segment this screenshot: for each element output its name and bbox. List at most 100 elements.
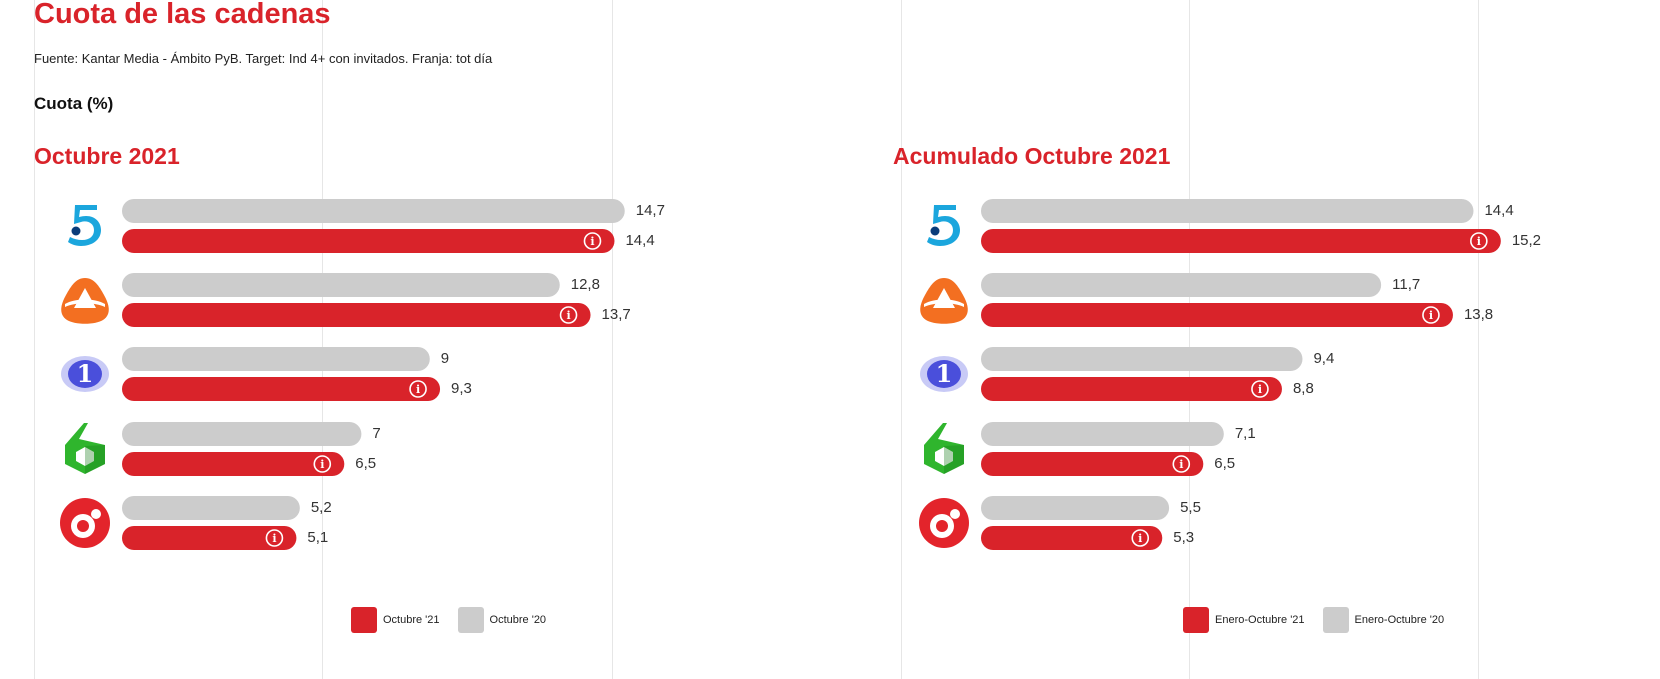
gridline bbox=[1478, 0, 1479, 679]
info-icon-ring bbox=[313, 455, 332, 473]
info-icon: i bbox=[559, 306, 578, 324]
info-icon-glyph: i bbox=[590, 235, 594, 248]
unit-label: Cuota (%) bbox=[34, 94, 114, 113]
bar-current bbox=[981, 229, 1501, 253]
bar-previous bbox=[122, 347, 430, 371]
chart-title: Acumulado Octubre 2021 bbox=[893, 143, 1171, 169]
info-icon-glyph: i bbox=[566, 309, 570, 322]
bar-previous bbox=[981, 273, 1382, 297]
chart-panel-monthly: Octubre 2021 14,7 i 14,4 12,8 i 13,7 1 9 i 9,3 7 i 6… bbox=[34, 0, 794, 679]
data-label: 9,4 bbox=[1313, 350, 1334, 367]
telecinco-logo-icon bbox=[927, 205, 960, 246]
bar-previous bbox=[981, 496, 1170, 520]
lasexta-logo-icon bbox=[65, 423, 105, 474]
data-label: 9 bbox=[441, 350, 449, 367]
la1-logo-glow bbox=[68, 360, 102, 388]
la1-logo-numeral: 1 bbox=[77, 359, 94, 388]
info-icon-glyph: i bbox=[416, 383, 420, 396]
info-icon: i bbox=[1131, 529, 1150, 547]
legend-label: Octubre '20 bbox=[489, 614, 547, 626]
data-label: 8,8 bbox=[1293, 380, 1314, 397]
cuatro-logo-dot bbox=[91, 509, 101, 519]
data-label: 5,5 bbox=[1180, 499, 1201, 516]
info-icon-ring bbox=[265, 529, 284, 547]
gridline bbox=[34, 0, 35, 679]
data-label: 14,7 bbox=[636, 202, 665, 219]
legend-label: Octubre '21 bbox=[383, 614, 440, 626]
info-icon-glyph: i bbox=[1477, 235, 1481, 248]
telecinco-logo-shape bbox=[927, 205, 960, 246]
bar-current bbox=[981, 377, 1282, 401]
telecinco-logo-dot bbox=[930, 226, 940, 236]
legend-swatch bbox=[457, 607, 484, 633]
bar-previous bbox=[981, 347, 1303, 371]
la1-logo-numeral: 1 bbox=[936, 359, 953, 388]
info-icon-ring bbox=[583, 232, 602, 250]
data-label: 7,1 bbox=[1235, 425, 1256, 442]
legend-item[interactable]: Enero-Octubre '21 bbox=[1183, 607, 1305, 633]
antena3-logo-swoosh bbox=[924, 299, 964, 307]
info-icon-ring bbox=[559, 306, 578, 324]
info-icon-ring bbox=[1172, 455, 1191, 473]
data-label: 6,5 bbox=[1214, 455, 1235, 472]
info-icon: i bbox=[409, 380, 427, 398]
chart-legend: Enero-Octubre '21 Enero-Octubre '20 bbox=[1183, 607, 1462, 633]
data-label: 12,8 bbox=[571, 276, 600, 293]
info-icon-glyph: i bbox=[1179, 458, 1183, 471]
chart-title: Octubre 2021 bbox=[34, 143, 180, 169]
cuatro-logo-icon bbox=[60, 498, 110, 548]
bar-previous bbox=[981, 422, 1224, 446]
bar-current bbox=[122, 377, 441, 401]
la1-logo-glow bbox=[927, 360, 961, 388]
data-label: 11,7 bbox=[1392, 276, 1420, 293]
info-icon-ring bbox=[1422, 306, 1440, 324]
info-icon-ring bbox=[1131, 529, 1150, 547]
data-label: 5,2 bbox=[311, 499, 332, 516]
data-label: 5,1 bbox=[307, 529, 328, 546]
lasexta-logo-shade bbox=[944, 445, 964, 474]
info-icon: i bbox=[1422, 306, 1440, 324]
lasexta-logo-inner bbox=[935, 447, 953, 466]
info-icon: i bbox=[1172, 455, 1191, 473]
info-icon-ring bbox=[409, 380, 427, 398]
bar-previous bbox=[981, 199, 1474, 223]
bar-chart-monthly: 14,7 i 14,4 12,8 i 13,7 1 9 i 9,3 7 i 6,5 5,2 i 5,1 bbox=[60, 199, 665, 550]
chart-panel-cumulative: Acumulado Octubre 2021 14,4 i 15,2 11,7 i 13,… bbox=[893, 0, 1653, 679]
legend-item[interactable]: Octubre '21 bbox=[351, 607, 440, 633]
lasexta-logo-icon bbox=[924, 423, 964, 474]
data-label: 13,7 bbox=[602, 306, 631, 323]
gridline bbox=[901, 0, 902, 679]
legend-item[interactable]: Enero-Octubre '20 bbox=[1322, 607, 1445, 633]
antena3-logo-icon bbox=[61, 278, 109, 324]
legend-swatch bbox=[351, 607, 377, 633]
telecinco-logo-dot bbox=[71, 226, 81, 236]
info-icon-ring bbox=[1251, 380, 1269, 398]
lasexta-logo-inner bbox=[76, 447, 94, 466]
gridline bbox=[1189, 0, 1190, 679]
info-icon-glyph: i bbox=[320, 458, 324, 471]
info-icon: i bbox=[583, 232, 602, 250]
info-icon: i bbox=[313, 455, 332, 473]
antena3-logo-swoosh bbox=[65, 299, 105, 307]
gridline bbox=[322, 0, 323, 679]
bar-current bbox=[981, 303, 1453, 327]
data-label: 6,5 bbox=[355, 455, 376, 472]
bar-previous bbox=[122, 273, 560, 297]
gridline bbox=[612, 0, 613, 679]
antena3-logo-icon bbox=[920, 278, 968, 324]
legend-item[interactable]: Octubre '20 bbox=[457, 607, 547, 633]
source-note: Fuente: Kantar Media - Ámbito PyB. Targe… bbox=[34, 51, 493, 66]
lasexta-logo-shade bbox=[85, 445, 105, 474]
bar-current bbox=[122, 452, 345, 476]
legend-swatch bbox=[1322, 607, 1349, 633]
page-title: Cuota de las cadenas bbox=[34, 0, 331, 30]
data-label: 5,3 bbox=[1173, 529, 1194, 546]
info-icon: i bbox=[1470, 232, 1488, 250]
cuatro-logo-icon bbox=[919, 498, 969, 548]
data-label: 14,4 bbox=[1484, 202, 1513, 219]
info-icon-glyph: i bbox=[1258, 383, 1262, 396]
bar-previous bbox=[122, 496, 300, 520]
la1-logo-icon: 1 bbox=[920, 356, 968, 392]
legend-label: Enero-Octubre '20 bbox=[1354, 614, 1445, 626]
bar-current bbox=[981, 526, 1163, 550]
